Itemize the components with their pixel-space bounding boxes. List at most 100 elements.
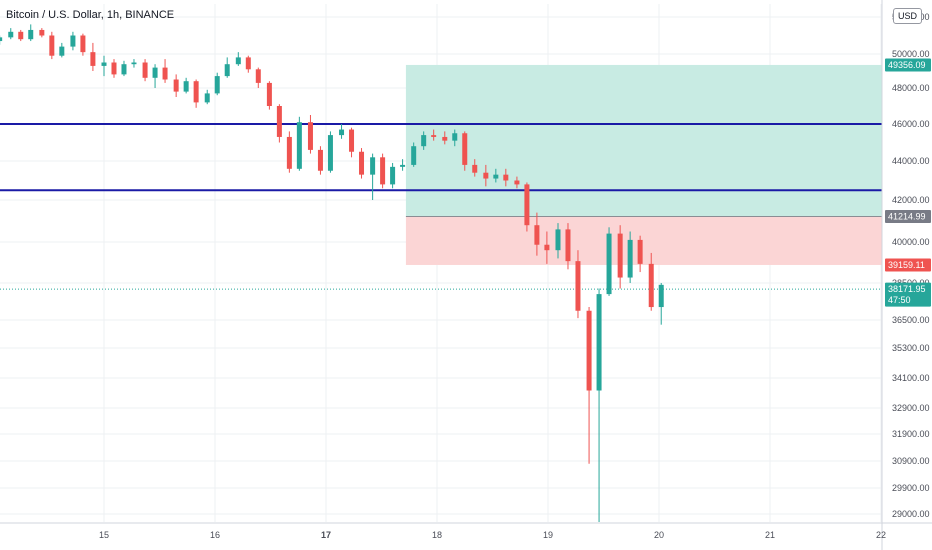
time-tick-label: 18: [432, 530, 442, 540]
price-tick-label: 34100.00: [892, 373, 930, 383]
candle-body: [534, 225, 540, 245]
candle-body: [524, 184, 530, 226]
candle-body: [637, 239, 643, 264]
candle-body: [286, 136, 292, 169]
candle-body: [245, 57, 251, 70]
candle-body: [627, 239, 633, 278]
candle-body: [152, 67, 158, 78]
time-tick-label: 17: [321, 530, 331, 540]
candle-body: [452, 133, 458, 141]
candle-body: [39, 29, 45, 36]
candle-body: [70, 35, 76, 47]
time-tick-label: 15: [99, 530, 109, 540]
time-tick-label: 22: [876, 530, 886, 540]
candle-body: [276, 106, 282, 137]
candle-body: [193, 81, 199, 103]
candle-body: [18, 31, 24, 40]
candle-body: [204, 93, 210, 103]
candle-body: [575, 261, 581, 311]
candle-body: [596, 294, 602, 391]
candle-body: [400, 164, 406, 167]
bar-countdown: 47:50: [888, 295, 911, 305]
price-tick-label: 40000.00: [892, 237, 930, 247]
price-tick-label: 30900.00: [892, 456, 930, 466]
candle-body: [514, 180, 520, 185]
price-tick-label: 29000.00: [892, 509, 930, 519]
candle-body: [411, 146, 417, 165]
candle-body: [8, 31, 14, 38]
candle-body: [617, 233, 623, 278]
chart-grid: [0, 4, 882, 522]
candles: [0, 24, 664, 522]
candle-body: [173, 79, 179, 92]
candle-body: [606, 233, 612, 295]
candle-body: [327, 135, 333, 171]
candle-body: [214, 76, 220, 94]
candle-body: [421, 135, 427, 147]
price-badge-entry: [885, 209, 931, 223]
horizontal-levels[interactable]: [0, 123, 882, 290]
candle-body: [162, 67, 168, 80]
candle-body: [0, 37, 3, 42]
candle-body: [49, 35, 55, 56]
price-badge-text: 49356.09: [888, 60, 926, 70]
candle-body: [658, 284, 664, 308]
candle-body: [462, 133, 468, 165]
candle-body: [317, 149, 323, 171]
time-tick-label: 19: [543, 530, 553, 540]
candle-body: [380, 157, 386, 185]
price-badge-stop-loss: [885, 258, 931, 272]
candle-body: [390, 166, 396, 185]
candle-body: [90, 52, 96, 66]
currency-badge[interactable]: USD: [893, 8, 922, 24]
price-tick-label: 44000.00: [892, 156, 930, 166]
candle-body: [142, 62, 148, 78]
candle-body: [183, 81, 189, 92]
candle-body: [235, 57, 241, 65]
candle-body: [431, 135, 437, 137]
candle-body: [111, 62, 117, 75]
candle-body: [544, 244, 550, 251]
price-tick-label: 29900.00: [892, 483, 930, 493]
candle-body: [472, 164, 478, 173]
time-tick-label: 16: [210, 530, 220, 540]
price-tick-label: 32900.00: [892, 403, 930, 413]
time-tick-label: 20: [654, 530, 664, 540]
price-badge-text: 41214.99: [888, 211, 926, 221]
long-position-tool[interactable]: [405, 64, 882, 265]
price-tick-label: 35300.00: [892, 343, 930, 353]
price-badge-text: 39159.11: [888, 260, 925, 270]
candle-body: [59, 46, 65, 56]
price-tick-label: 31900.00: [892, 429, 930, 439]
candle-body: [586, 310, 592, 391]
price-tick-label: 48000.00: [892, 83, 930, 93]
candle-body: [442, 136, 448, 141]
price-tick-label: 42000.00: [892, 195, 930, 205]
price-tick-label: 36500.00: [892, 315, 930, 325]
price-badge-last: [885, 282, 931, 307]
profit-zone[interactable]: [405, 64, 882, 217]
price-badge-text: 38171.95: [888, 284, 926, 294]
candle-body: [28, 29, 34, 40]
candle-body: [131, 62, 137, 65]
candle-body: [266, 82, 272, 106]
candle-body: [648, 263, 654, 308]
loss-zone[interactable]: [405, 216, 882, 265]
candle-body: [224, 64, 230, 77]
price-tick-label: 50000.00: [892, 49, 930, 59]
candle-body: [80, 35, 86, 53]
candle-body: [296, 122, 302, 169]
candle-body: [493, 174, 499, 179]
candle-body: [101, 62, 107, 66]
price-tick-label: 46000.00: [892, 119, 930, 129]
price-badge-take-profit: [885, 58, 931, 72]
candle-body: [565, 229, 571, 262]
candle-body: [307, 122, 313, 150]
candle-body: [555, 229, 561, 251]
candle-body: [359, 151, 365, 175]
time-tick-label: 21: [765, 530, 775, 540]
candle-body: [349, 129, 355, 152]
candle-body: [503, 174, 509, 181]
